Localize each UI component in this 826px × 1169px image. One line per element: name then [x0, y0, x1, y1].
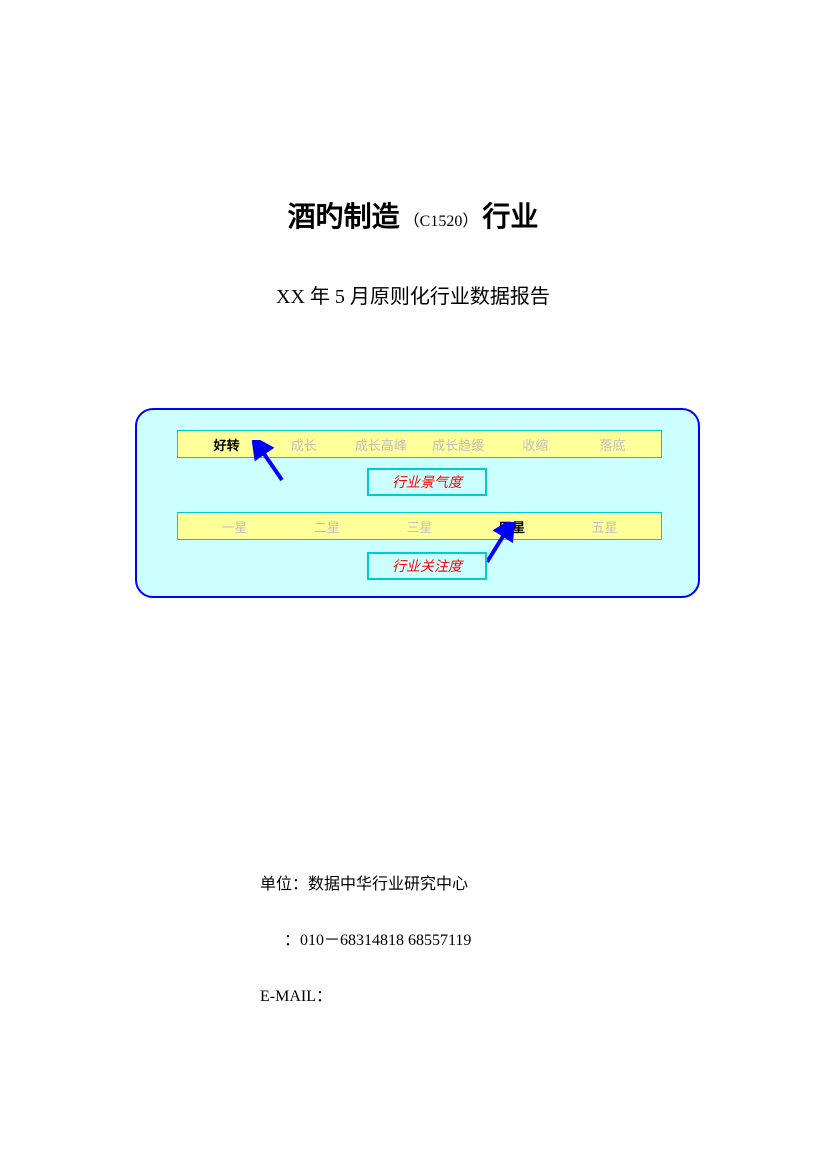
prosperity-item-2: 成长高峰: [342, 435, 419, 454]
prosperity-item-3: 成长趋缓: [420, 435, 497, 454]
info-section: 单位：数据中华行业研究中心 ：010－68314818 68557119 E-M…: [260, 870, 471, 1038]
attention-row: 一星 二星 三星 四星 五星: [177, 512, 662, 540]
prosperity-item-5: 落底: [574, 435, 651, 454]
main-title-suffix: 行业: [482, 202, 538, 233]
arrow-prosperity: [252, 440, 292, 490]
attention-item-2: 三星: [373, 517, 466, 536]
main-title-prefix: 酒旳制造: [288, 202, 400, 233]
info-phone: ：010－68314818 68557119: [260, 926, 471, 950]
prosperity-label: 行业景气度: [367, 468, 487, 496]
attention-item-1: 二星: [281, 517, 374, 536]
main-title-code: （C1520）: [404, 213, 479, 230]
attention-item-4: 五星: [558, 517, 651, 536]
info-email: E-MAIL：: [260, 982, 471, 1006]
prosperity-item-4: 收缩: [497, 435, 574, 454]
prosperity-row: 好转 成长 成长高峰 成长趋缓 收缩 落底: [177, 430, 662, 458]
subtitle: XX 年 5 月原则化行业数据报告: [0, 280, 826, 309]
attention-label: 行业关注度: [367, 552, 487, 580]
title-section: 酒旳制造 （C1520） 行业: [0, 195, 826, 235]
diagram-panel: 好转 成长 成长高峰 成长趋缓 收缩 落底 行业景气度 一星 二星 三星 四星 …: [135, 408, 700, 598]
info-unit: 单位：数据中华行业研究中心: [260, 870, 471, 894]
attention-item-0: 一星: [188, 517, 281, 536]
